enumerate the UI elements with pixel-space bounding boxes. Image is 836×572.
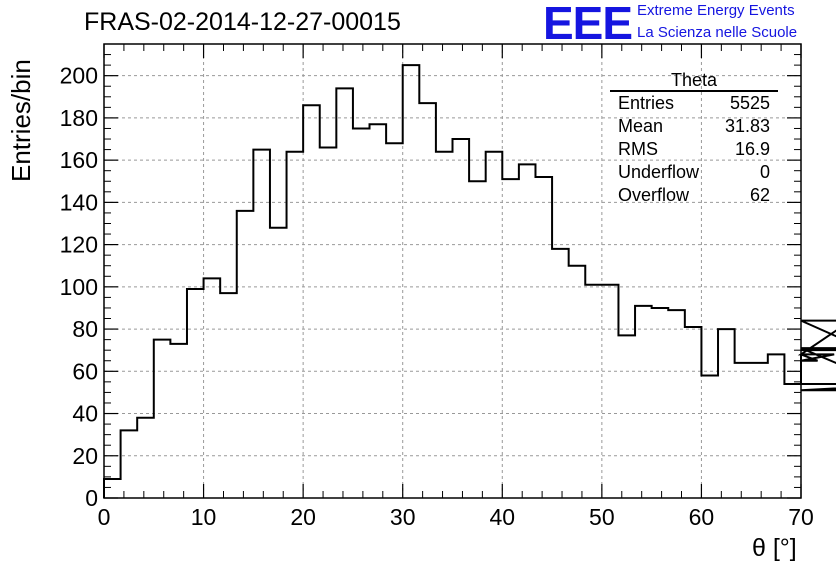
histogram-bin (287, 152, 304, 498)
histogram-bin (104, 479, 121, 498)
histogram-bin (818, 361, 835, 498)
y-axis-label: Entries/bin (6, 59, 36, 182)
histogram-bin (784, 384, 801, 498)
histogram-bin (253, 150, 270, 498)
histogram-bin (652, 308, 669, 498)
x-tick-label: 50 (589, 504, 615, 530)
stats-value: 0 (759, 162, 770, 182)
stats-title: Theta (610, 70, 778, 92)
chart-title: FRAS-02-2014-12-27-00015 (84, 8, 401, 36)
x-axis-label: θ [°] (752, 534, 797, 562)
stats-label: Underflow (618, 162, 700, 182)
stats-label: Entries (618, 93, 675, 113)
histogram-bin (801, 354, 818, 498)
histogram-bin (618, 335, 635, 498)
histogram-bin (569, 266, 586, 498)
stats-label: Overflow (618, 185, 690, 205)
stats-row-underflow: Underflow 0 (610, 161, 778, 184)
histogram-bin (419, 103, 436, 498)
y-tick-labels: 0 20 40 60 80 100 120 140 160 180 200 (60, 63, 98, 511)
histogram-bin (552, 249, 569, 498)
x-tick-label: 40 (489, 504, 515, 530)
histogram-bin (320, 147, 337, 498)
histogram-bin (270, 228, 287, 498)
x-tick-label: 30 (390, 504, 416, 530)
histogram-bin (453, 139, 470, 498)
histogram-bin (502, 179, 519, 498)
histogram-bin (154, 340, 171, 498)
x-tick-label: 0 (98, 504, 111, 530)
y-tick-label: 20 (72, 443, 98, 469)
x-tick-label: 10 (191, 504, 217, 530)
y-tick-label: 0 (85, 485, 98, 511)
x-tick-labels: 0 10 20 30 40 50 60 70 (98, 504, 814, 530)
histogram-bin (751, 363, 768, 498)
y-tick-label: 180 (60, 105, 98, 131)
histogram-bin (635, 306, 652, 498)
y-tick-label: 120 (60, 232, 98, 258)
x-tick-label: 70 (788, 504, 814, 530)
x-tick-label: 60 (689, 504, 715, 530)
stats-box: Theta Entries 5525 Mean 31.83 RMS 16.9 U… (610, 70, 778, 207)
y-tick-label: 160 (60, 147, 98, 173)
y-tick-label: 80 (72, 316, 98, 342)
histogram-bin (436, 152, 453, 498)
logo-line-1: Extreme Energy Events (637, 2, 795, 19)
histogram-bin (137, 418, 154, 498)
plot-frame (103, 43, 802, 499)
x-tick-label: 20 (290, 504, 316, 530)
histogram-bin (370, 124, 387, 498)
stats-row-overflow: Overflow 62 (610, 184, 778, 207)
axis-ticks (103, 43, 802, 499)
stats-row-entries: Entries 5525 (610, 92, 778, 115)
y-tick-label: 200 (60, 63, 98, 89)
histogram-bin (519, 164, 536, 498)
stats-value: 5525 (729, 93, 770, 113)
histogram-bin (768, 354, 785, 498)
histogram-bin (585, 285, 602, 498)
histogram-bin (701, 376, 718, 498)
logo-line-2: La Scienza nelle Scuole (637, 24, 798, 41)
histogram-bin (336, 88, 353, 498)
stats-row-rms: RMS 16.9 (610, 138, 778, 161)
histogram-bin (403, 65, 420, 498)
stats-value: 62 (749, 185, 770, 205)
histogram-bin (735, 363, 752, 498)
histogram-bin (220, 293, 237, 498)
histogram-bin (386, 143, 403, 498)
histogram-bin (486, 152, 503, 498)
histogram-bin (204, 278, 221, 498)
histogram-bin (685, 327, 702, 498)
stats-label: Mean (618, 116, 664, 136)
histogram-bin (303, 105, 320, 498)
stats-value: 31.83 (724, 116, 770, 136)
stats-label: RMS (618, 139, 658, 159)
stats-row-mean: Mean 31.83 (610, 115, 778, 138)
histogram-bin (602, 285, 619, 498)
histogram-bin (718, 329, 735, 498)
histogram-bin (187, 289, 204, 498)
histogram-bin (668, 310, 685, 498)
histogram-bin (535, 177, 552, 498)
histogram-bin (170, 344, 187, 498)
y-tick-label: 140 (60, 189, 98, 215)
stats-value: 16.9 (734, 139, 770, 159)
histogram-bin (121, 430, 138, 498)
histogram-bin (237, 211, 254, 498)
y-tick-label: 100 (60, 274, 98, 300)
histogram-bin (353, 128, 370, 498)
y-tick-label: 60 (72, 358, 98, 384)
grid (104, 44, 801, 498)
histogram-step-line (103, 64, 836, 498)
histogram-bin (469, 181, 486, 498)
eee-logo: EEE (543, 0, 633, 49)
y-tick-label: 40 (72, 401, 98, 427)
